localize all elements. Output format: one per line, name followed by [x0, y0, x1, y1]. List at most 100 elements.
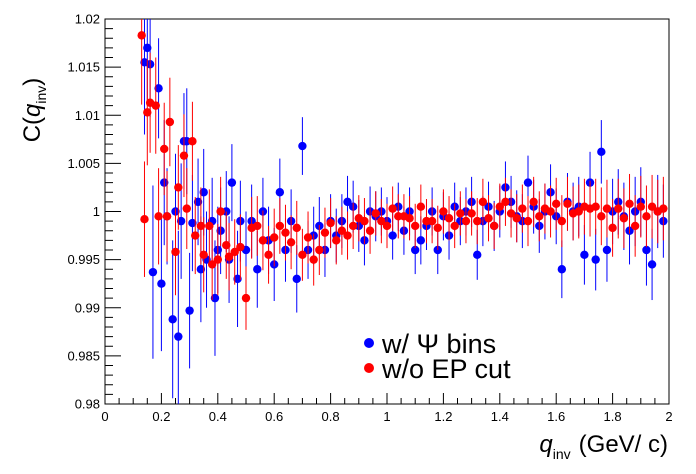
- data-point: [188, 218, 197, 228]
- data-point: [411, 245, 420, 255]
- y-tick-label: 0.995: [67, 252, 100, 267]
- legend-entry-red: w/o EP cut: [364, 354, 511, 384]
- data-point: [608, 223, 617, 233]
- data-point: [473, 250, 482, 260]
- data-point: [213, 255, 222, 264]
- data-point: [148, 267, 158, 277]
- data-point: [371, 209, 380, 218]
- data-point: [207, 260, 217, 269]
- data-point: [176, 216, 186, 226]
- data-point: [270, 233, 279, 242]
- data-point: [210, 293, 220, 303]
- data-point: [467, 209, 476, 218]
- data-point: [222, 240, 231, 250]
- data-point: [160, 144, 169, 154]
- data-point: [512, 214, 521, 223]
- data-point: [174, 183, 183, 192]
- data-point: [343, 231, 352, 240]
- data-point: [196, 221, 206, 231]
- data-point: [360, 216, 369, 226]
- x-axis-title: qinv (GeV/ c): [539, 431, 668, 462]
- data-point: [179, 151, 189, 160]
- series-layer: [137, 19, 668, 404]
- data-point: [557, 216, 567, 226]
- data-point: [444, 214, 454, 223]
- data-point: [233, 274, 242, 284]
- data-point: [343, 197, 352, 207]
- data-point: [196, 265, 206, 274]
- y-axis-title: C(qinv): [19, 78, 49, 143]
- x-tick-label: 0.8: [322, 409, 340, 424]
- data-point: [625, 199, 634, 208]
- y-tick-label: 0.99: [75, 300, 100, 315]
- x-tick-label: 1: [383, 409, 390, 424]
- data-point: [298, 141, 307, 151]
- data-point: [523, 216, 533, 226]
- data-point: [205, 221, 214, 231]
- y-tick-label: 0.985: [67, 348, 100, 363]
- data-point: [258, 236, 268, 245]
- data-point: [315, 245, 324, 255]
- data-point: [518, 204, 527, 213]
- data-point: [636, 202, 645, 211]
- data-point: [388, 204, 397, 213]
- data-point: [174, 332, 183, 341]
- x-axis-title-subscript: inv: [553, 446, 571, 462]
- data-point: [143, 108, 152, 117]
- data-point: [151, 101, 160, 110]
- legend-entry-blue: w/ Ψ bins: [364, 329, 496, 359]
- x-axis-ticks: 0 0.2 0.4 0.6 0.8 1 1.2 1.4 1.6 1.8 2: [101, 393, 673, 424]
- data-point: [154, 212, 163, 221]
- data-point: [241, 293, 251, 303]
- data-point: [563, 199, 572, 208]
- data-point: [388, 231, 397, 240]
- y-axis-title-symbol: q: [19, 103, 46, 117]
- data-point: [140, 215, 149, 224]
- data-point: [642, 212, 651, 221]
- x-tick-label: 0: [101, 409, 108, 424]
- data-point: [614, 204, 623, 213]
- y-axis-title-suffix: ): [19, 78, 46, 86]
- data-point: [168, 315, 177, 324]
- data-point: [337, 226, 347, 235]
- data-point: [416, 236, 426, 245]
- data-point: [642, 245, 651, 255]
- data-point: [461, 216, 471, 226]
- data-point: [591, 255, 600, 264]
- data-point: [253, 265, 262, 274]
- x-tick-label: 1.4: [491, 409, 509, 424]
- data-point: [236, 242, 245, 252]
- y-tick-label: 1.005: [67, 156, 100, 171]
- data-point: [193, 197, 203, 207]
- data-point: [275, 221, 285, 231]
- data-point: [405, 214, 414, 223]
- y-tick-label: 0.98: [75, 397, 100, 412]
- x-axis-title-units: (GeV/ c): [579, 431, 668, 458]
- data-point: [162, 212, 172, 221]
- data-point: [199, 250, 208, 260]
- data-point: [416, 202, 426, 211]
- y-axis-ticks: 0.98 0.985 0.99 0.995 1 1.005 1.01 1.015 1.02: [67, 12, 121, 412]
- x-axis-title-symbol: q: [539, 431, 553, 458]
- x-tick-label: 0.6: [265, 409, 283, 424]
- data-point: [450, 221, 459, 231]
- data-point: [227, 178, 237, 187]
- data-point: [597, 147, 606, 157]
- data-point: [365, 226, 375, 235]
- data-point: [253, 221, 262, 231]
- data-point: [292, 223, 301, 233]
- data-point: [191, 231, 200, 240]
- data-point: [597, 212, 606, 221]
- data-point: [427, 216, 437, 226]
- data-point: [478, 197, 488, 207]
- x-tick-label: 1.8: [604, 409, 622, 424]
- data-point: [529, 197, 538, 207]
- legend-label-red: w/o EP cut: [381, 354, 511, 384]
- data-point: [546, 207, 555, 216]
- data-point: [456, 209, 465, 218]
- legend-marker-red: [364, 363, 374, 373]
- data-point: [154, 84, 163, 93]
- x-tick-label: 1.2: [434, 409, 452, 424]
- data-point: [332, 236, 341, 245]
